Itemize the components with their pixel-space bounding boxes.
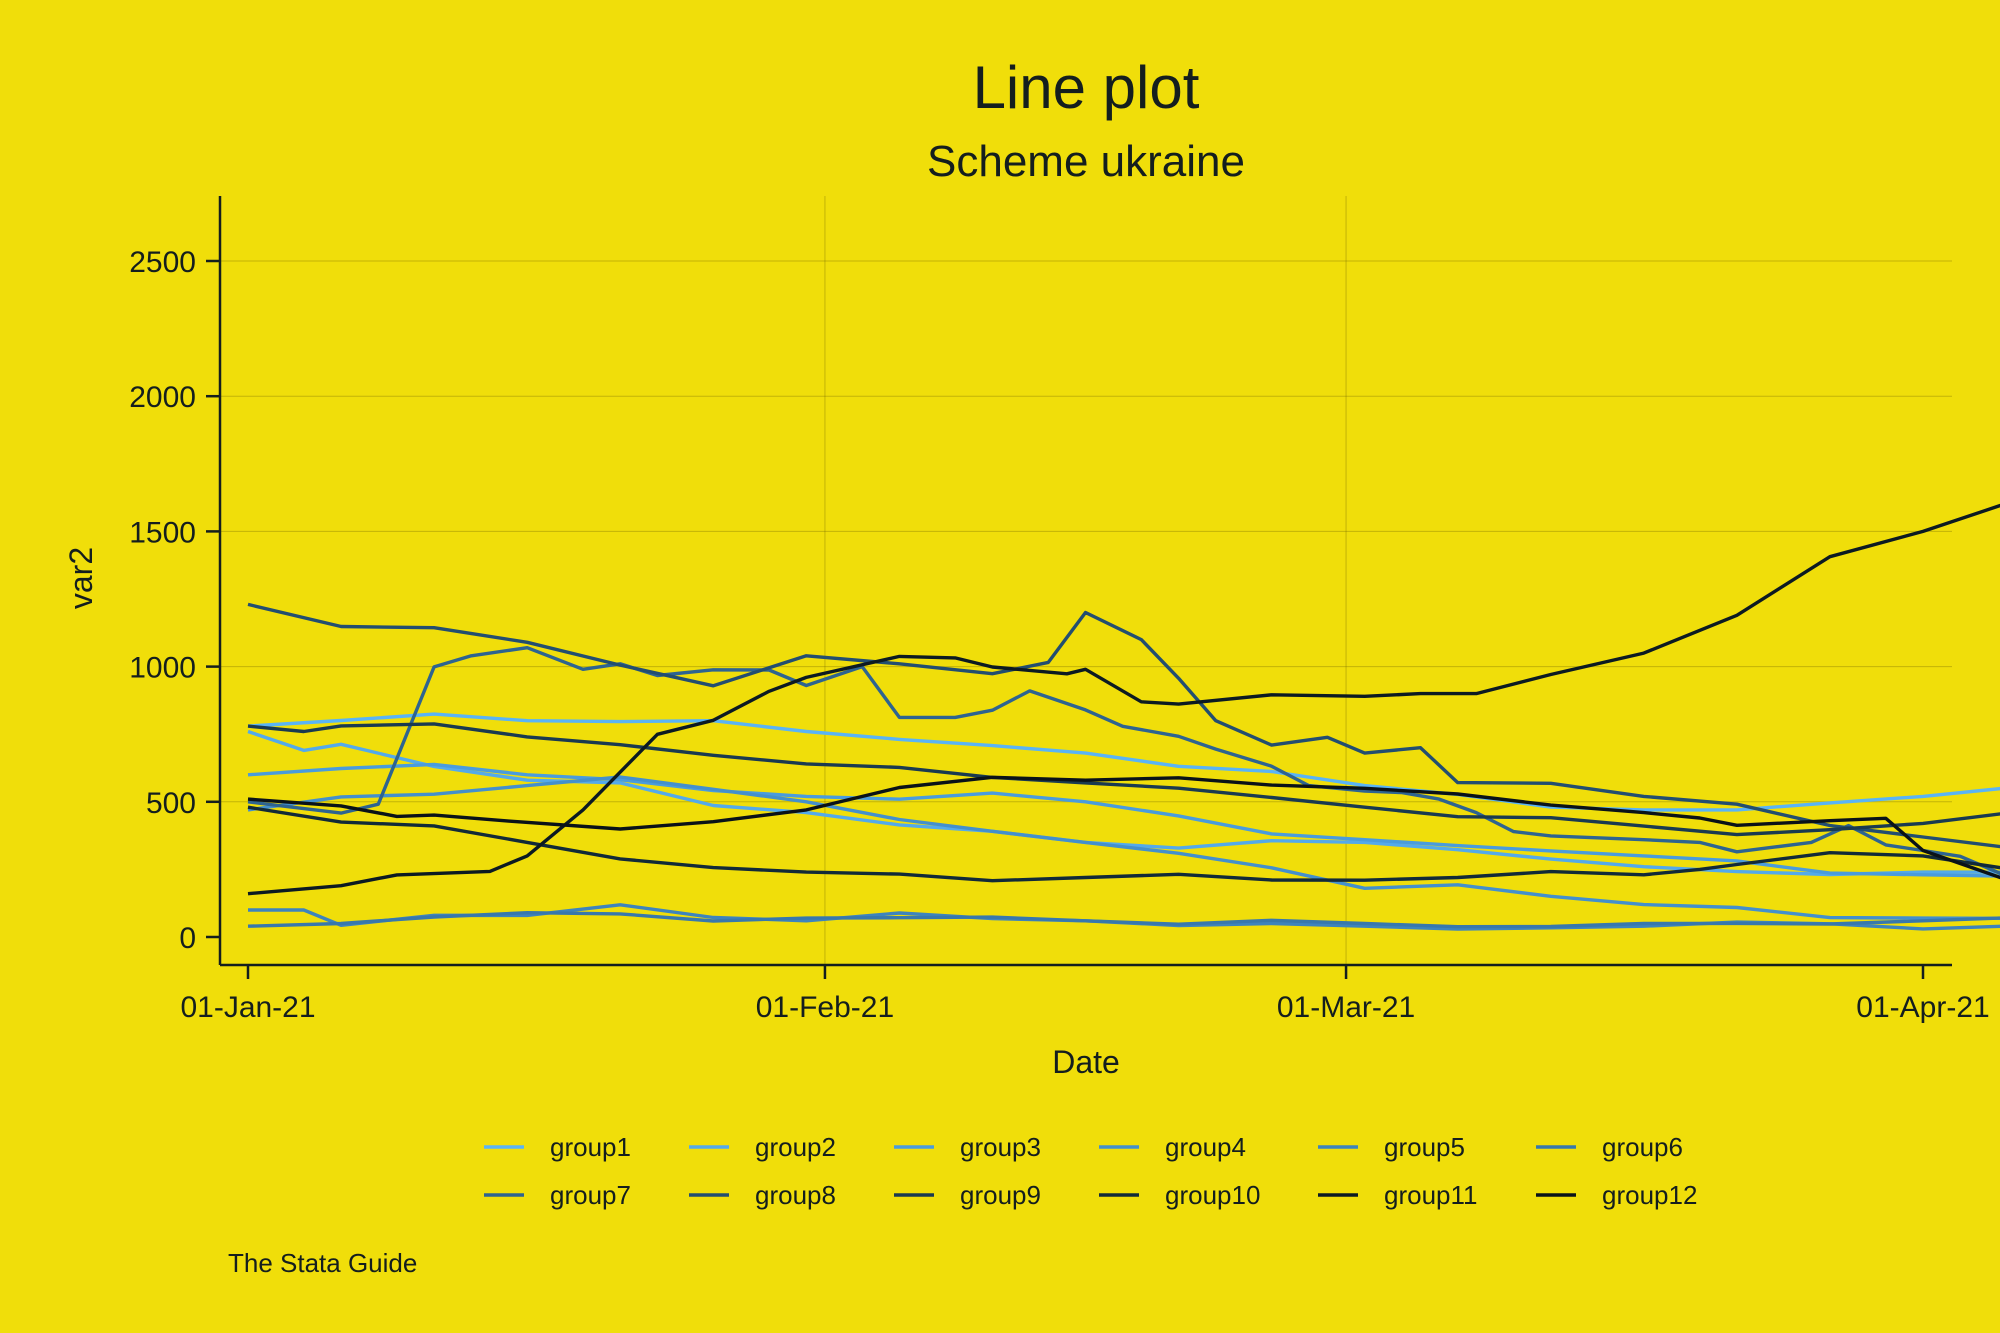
legend-label-group8: group8 (755, 1180, 836, 1210)
y-tick-label: 1500 (129, 516, 196, 549)
series-line-group12 (247, 775, 2000, 880)
series-line-group2 (247, 729, 2000, 877)
legend-label-group4: group4 (1165, 1132, 1246, 1162)
series-lines (247, 503, 2000, 931)
series-line-group9 (247, 722, 2000, 837)
chart-subtitle: Scheme ukraine (927, 137, 1245, 186)
x-tick-label: 01-Jan-21 (180, 991, 315, 1024)
legend-label-group6: group6 (1602, 1132, 1683, 1162)
x-tick-label: 01-Mar-21 (1277, 991, 1415, 1024)
legend-label-group5: group5 (1384, 1132, 1465, 1162)
grid (220, 196, 1952, 965)
y-tick-label: 1000 (129, 652, 196, 685)
y-tick-label: 2000 (129, 381, 196, 414)
x-tick-label: 01-Apr-21 (1856, 991, 1989, 1024)
legend-label-group9: group9 (960, 1180, 1041, 1210)
legend-label-group2: group2 (755, 1132, 836, 1162)
series-line-group11 (247, 503, 2000, 896)
series-line-group4 (247, 775, 2000, 921)
legend-label-group12: group12 (1602, 1180, 1697, 1210)
series-line-group6 (247, 911, 2000, 929)
x-axis-title: Date (1052, 1044, 1120, 1080)
tick-labels: 0 500 1000 1500 2000 2500 01-Jan-21 01-Feb-21 01… (129, 246, 1989, 1024)
series-line-group10 (247, 805, 2000, 883)
chart-note: The Stata Guide (228, 1248, 417, 1278)
series-line-group5 (248, 903, 2000, 931)
legend: group1 group2 group3 group4 group5 group6 grou… (484, 1132, 1697, 1210)
legend-label-group1: group1 (550, 1132, 631, 1162)
series-line-group8 (247, 602, 2000, 849)
y-tick-label: 2500 (129, 246, 196, 279)
x-tick-label: 01-Feb-21 (756, 991, 894, 1024)
y-tick-label: 0 (179, 922, 196, 955)
chart-title: Line plot (973, 54, 1200, 121)
series-line-group7 (247, 646, 2000, 876)
axes (206, 196, 1952, 979)
y-tick-label: 500 (146, 787, 196, 820)
legend-label-group3: group3 (960, 1132, 1041, 1162)
y-axis-title: var2 (63, 547, 99, 609)
series-line-group1 (247, 712, 2000, 812)
legend-label-group7: group7 (550, 1180, 631, 1210)
legend-label-group11: group11 (1384, 1180, 1478, 1210)
legend-label-group10: group10 (1165, 1180, 1260, 1210)
